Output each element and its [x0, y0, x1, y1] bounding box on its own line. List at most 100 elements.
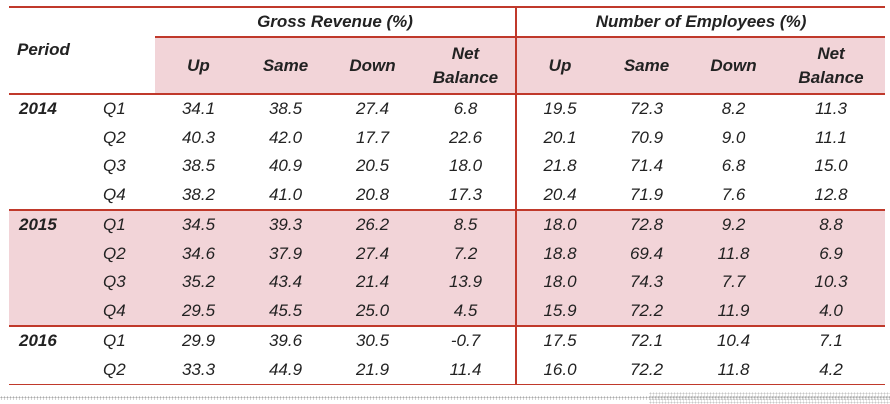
- block-2015: 2015 Q1 34.5 39.3 26.2 8.5 18.0 72.8 9.2 8.8 Q2 34.…: [9, 209, 886, 326]
- table-row: 2015 Q1 34.5 39.3 26.2 8.5 18.0 72.8 9.2 8.8: [9, 209, 886, 240]
- block-2016: 2016 Q1 29.9 39.6 30.5 -0.7 17.5 72.1 10.4 7.1 Q2 3…: [9, 325, 886, 385]
- value-cell: 6.9: [777, 239, 886, 268]
- value-cell: 7.2: [416, 239, 518, 268]
- value-cell: 38.5: [181, 156, 216, 176]
- value-cell: 17.5: [516, 325, 604, 356]
- quarter-cell: Q3: [103, 156, 126, 176]
- year-cell: 2015: [9, 209, 97, 240]
- year-cell: [9, 181, 97, 211]
- value-cell: 35.2: [155, 268, 242, 297]
- period-header: Period: [9, 6, 155, 94]
- quarter-cell: Q4: [97, 296, 155, 326]
- table-row: Q4 29.5 45.5 25.0 4.5 15.9 72.2 11.9 4.0: [9, 296, 886, 326]
- value-cell: 38.5: [242, 93, 329, 124]
- value-cell: 72.2: [603, 355, 691, 385]
- table-row: Q2 33.3 44.9 21.9 11.4 16.0 72.2 11.8 4.2: [9, 355, 886, 385]
- quarter-cell: Q3: [97, 268, 155, 297]
- table-row: Q4 38.2 41.0 20.8 17.3 20.4 71.9 7.6 12.8: [9, 180, 885, 211]
- value-cell: 8.8: [777, 209, 886, 240]
- value-cell: 69.4: [603, 239, 691, 268]
- value-cell: 34.1: [155, 93, 242, 124]
- value-cell: 29.5: [155, 296, 242, 326]
- value-cell: 37.9: [242, 239, 329, 268]
- value-cell: 6.8: [416, 93, 518, 124]
- value-cell: 20.4: [543, 184, 577, 204]
- survey-table: Period Gross Revenue (%) Number of Emplo…: [9, 6, 886, 385]
- value-cell: 38.2: [181, 184, 216, 204]
- year-cell: [9, 124, 97, 153]
- year-cell: [9, 152, 97, 181]
- quarter-cell: Q2: [97, 355, 155, 385]
- value-cell: 19.5: [516, 93, 604, 124]
- col-up-revenue: Up: [155, 37, 242, 94]
- value-cell: 39.6: [242, 325, 329, 356]
- employees-header: Number of Employees (%): [516, 6, 886, 38]
- value-cell: 72.3: [603, 93, 691, 124]
- col-same-employees: Same: [603, 37, 691, 94]
- survey-table-container: Period Gross Revenue (%) Number of Emplo…: [9, 6, 890, 404]
- year-cell: 2016: [9, 325, 97, 356]
- value-cell: 11.8: [690, 355, 778, 385]
- value-cell: 11.3: [777, 93, 886, 124]
- value-cell: 20.5: [355, 156, 390, 176]
- block-2014: 2014 Q1 34.1 38.5 27.4 6.8 19.5 72.3 8.2 11.3 Q2 40…: [9, 93, 886, 211]
- value-cell: 13.9: [416, 268, 518, 297]
- gross-revenue-header: Gross Revenue (%): [155, 6, 518, 38]
- value-cell: 74.3: [603, 268, 691, 297]
- value-cell: 33.3: [155, 355, 242, 385]
- value-cell: 39.3: [242, 209, 329, 240]
- value-cell: 27.4: [329, 239, 416, 268]
- value-cell: 70.9: [629, 127, 664, 147]
- value-cell: 40.9: [268, 156, 303, 176]
- value-cell: 11.9: [690, 296, 778, 326]
- value-cell: 72.2: [603, 296, 691, 326]
- table-row: 2014 Q1 34.1 38.5 27.4 6.8 19.5 72.3 8.2 11.3: [9, 93, 886, 124]
- value-cell: 71.4: [629, 156, 664, 176]
- value-cell: 34.5: [155, 209, 242, 240]
- quarter-cell: Q1: [97, 325, 155, 356]
- value-cell: 17.7: [355, 127, 390, 147]
- value-cell: 18.8: [516, 239, 604, 268]
- col-up-employees: Up: [516, 37, 604, 94]
- quarter-cell: Q4: [103, 184, 126, 204]
- value-cell: 11.8: [690, 239, 778, 268]
- dotted-rule: [0, 396, 890, 400]
- value-cell: 9.0: [721, 127, 746, 147]
- table-row: 2016 Q1 29.9 39.6 30.5 -0.7 17.5 72.1 10.4 7.1: [9, 325, 886, 356]
- value-cell: 8.2: [690, 93, 778, 124]
- year-cell: 2014: [9, 93, 97, 124]
- quarter-cell: Q1: [97, 93, 155, 124]
- value-cell: 40.3: [181, 127, 216, 147]
- value-cell: 71.9: [629, 184, 664, 204]
- value-cell: 6.8: [721, 156, 746, 176]
- value-cell: 18.0: [516, 209, 604, 240]
- value-cell: 26.2: [329, 209, 416, 240]
- value-cell: 44.9: [242, 355, 329, 385]
- value-cell: 10.4: [690, 325, 778, 356]
- col-down-employees: Down: [690, 37, 778, 94]
- col-down-revenue: Down: [329, 37, 416, 94]
- value-cell: 72.8: [603, 209, 691, 240]
- col-net-balance-revenue: Net Balance: [416, 37, 518, 94]
- col-same-revenue: Same: [242, 37, 329, 94]
- value-cell: 4.5: [416, 296, 518, 326]
- quarter-cell: Q2: [97, 239, 155, 268]
- value-cell: 72.1: [603, 325, 691, 356]
- value-cell: 7.1: [777, 325, 886, 356]
- value-cell: 11.1: [815, 127, 847, 147]
- value-cell: 7.6: [721, 184, 746, 204]
- value-cell: 9.2: [690, 209, 778, 240]
- value-cell: 30.5: [329, 325, 416, 356]
- table-row: Q2 34.6 37.9 27.4 7.2 18.8 69.4 11.8 6.9: [9, 239, 886, 268]
- value-cell: 29.9: [155, 325, 242, 356]
- value-cell: 42.0: [268, 127, 303, 147]
- value-cell: 25.0: [329, 296, 416, 326]
- table-row: Q3 38.5 40.9 20.5 18.0 21.8 71.4 6.8 15.0: [9, 152, 885, 181]
- value-cell: 16.0: [516, 355, 604, 385]
- year-cell: [9, 239, 97, 268]
- value-cell: 22.6: [416, 123, 518, 152]
- year-cell: [9, 268, 97, 297]
- col-net-balance-employees: Net Balance: [777, 37, 886, 94]
- value-cell: 34.6: [155, 239, 242, 268]
- value-cell: 15.0: [814, 156, 848, 176]
